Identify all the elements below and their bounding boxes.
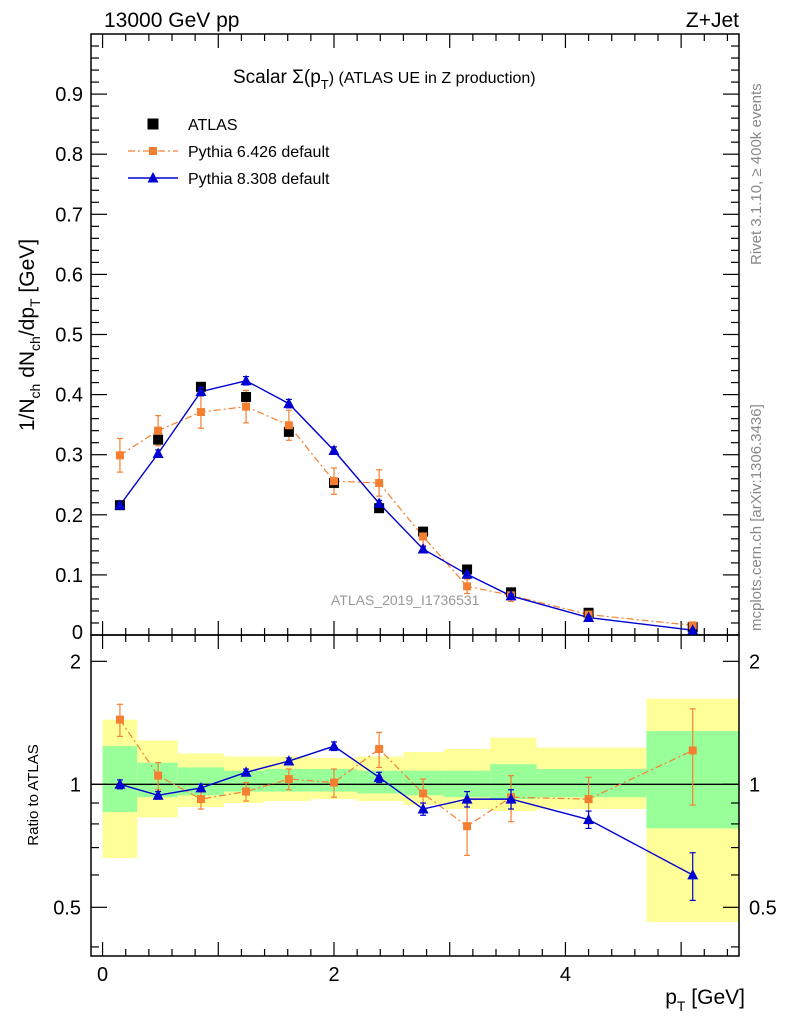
pythia6-ratio-line bbox=[119, 719, 693, 827]
analysis-watermark: ATLAS_2019_I1736531 bbox=[331, 592, 480, 608]
pythia8-ratio-line bbox=[119, 745, 694, 876]
legend-marker-pythia6 bbox=[149, 147, 157, 155]
y-tick-label-main: 0.8 bbox=[55, 144, 83, 166]
pythia6-ratio-point bbox=[115, 715, 124, 724]
y-axis-label-main: 1/Nch dNch/dpT [GeV] bbox=[16, 239, 43, 431]
main-panel-series bbox=[114, 374, 699, 635]
pythia8-line bbox=[119, 380, 693, 631]
y-axis-label-ratio: Ratio to ATLAS bbox=[25, 744, 42, 845]
pythia8-point bbox=[687, 624, 699, 635]
pythia8-ratio-point bbox=[283, 755, 295, 766]
x-tick-label: 4 bbox=[560, 964, 571, 986]
y-tick-label-main: 0.7 bbox=[55, 204, 83, 226]
pythia8-ratio-point bbox=[328, 740, 340, 751]
legend-label: ATLAS bbox=[188, 117, 238, 134]
pythia8-point bbox=[505, 589, 517, 601]
y-tick-label-main: 0.4 bbox=[55, 385, 83, 407]
y-tick-label-ratio: 0.5 bbox=[53, 897, 81, 919]
y-tick-label-main: 0.5 bbox=[55, 325, 83, 347]
pythia6-ratio-point bbox=[196, 795, 205, 804]
legend-marker-atlas bbox=[147, 118, 159, 130]
legend-label: Pythia 8.308 default bbox=[188, 171, 330, 188]
pythia6-point bbox=[375, 478, 384, 487]
ratio-band-inner bbox=[536, 769, 647, 798]
pythia8-ratio-point bbox=[417, 803, 429, 814]
chart-title-prefix: Scalar Σ(p bbox=[233, 67, 321, 88]
pythia6-point bbox=[154, 426, 163, 435]
x-tick-label: 2 bbox=[328, 964, 339, 986]
pythia8-point bbox=[152, 447, 164, 458]
pythia8-ratio-point bbox=[687, 869, 699, 880]
ratio-uncertainty-bands bbox=[91, 698, 739, 923]
axes: 0.1 0.2 0.3 0.4 0.5 0.6 0.7 0.8 0.9 0 0.5 0.5 1 1 2 2 0 2… bbox=[53, 34, 777, 986]
legend-marker-pythia8 bbox=[147, 172, 159, 183]
pythia6-ratio-point bbox=[419, 789, 428, 798]
pythia8-ratio-point bbox=[152, 789, 164, 800]
ratio-panel-series bbox=[114, 703, 699, 901]
y-tick-label-main: 0.9 bbox=[55, 84, 83, 106]
x-tick-label: 0 bbox=[97, 964, 108, 986]
pythia6-ratio-point bbox=[584, 795, 593, 804]
pythia8-point bbox=[583, 611, 595, 623]
y-tick-label-ratio: 2 bbox=[70, 651, 81, 673]
side-label-bottom: mcplots.cern.ch [arXiv:1306.3436] bbox=[748, 404, 765, 631]
pythia6-ratio-point bbox=[154, 771, 163, 780]
pythia6-ratio-point bbox=[375, 745, 384, 754]
y-tick-label-ratio-right: 2 bbox=[749, 651, 760, 673]
atlas-data-point bbox=[374, 503, 385, 514]
pythia6-ratio-point bbox=[242, 787, 251, 796]
pythia6-ratio-point bbox=[688, 746, 697, 755]
chart-title-suffix: ) (ATLAS UE in Z production) bbox=[329, 70, 536, 87]
pythia8-point bbox=[240, 374, 252, 386]
pythia6-ratio-point bbox=[463, 822, 472, 831]
pythia8-point bbox=[195, 385, 207, 397]
y-tick-label-ratio-right: 1 bbox=[749, 774, 760, 796]
header-left-label: 13000 GeV pp bbox=[104, 9, 239, 32]
pythia8-ratio-point bbox=[195, 781, 207, 793]
pythia6-point bbox=[196, 408, 205, 417]
atlas-data-point bbox=[283, 426, 294, 437]
pythia6-point bbox=[242, 402, 251, 411]
pythia8-ratio-point bbox=[583, 813, 595, 824]
pythia6-point bbox=[419, 532, 428, 541]
pythia6-point bbox=[284, 421, 293, 430]
y-tick-label-main-zero: 0 bbox=[72, 622, 83, 644]
y-tick-label-ratio: 1 bbox=[70, 774, 81, 796]
y-tick-label-main: 0.2 bbox=[55, 505, 83, 527]
pythia8-ratio-point bbox=[114, 778, 126, 789]
pythia6-point bbox=[115, 451, 124, 460]
pythia8-point bbox=[461, 568, 473, 579]
pythia8-ratio-point bbox=[505, 793, 517, 804]
y-tick-label-main: 0.6 bbox=[55, 264, 83, 286]
pythia6-point bbox=[463, 582, 472, 591]
pythia8-point bbox=[283, 397, 295, 409]
y-tick-label-main: 0.3 bbox=[55, 445, 83, 467]
x-axis-label: pT [GeV] bbox=[665, 986, 745, 1014]
atlas-data-point bbox=[241, 392, 252, 403]
pythia8-point bbox=[328, 444, 340, 455]
pythia8-point bbox=[114, 499, 126, 510]
header-right-label: Z+Jet bbox=[686, 9, 739, 32]
atlas-data-point bbox=[418, 526, 429, 537]
legend-label: Pythia 6.426 default bbox=[188, 144, 330, 161]
pythia8-ratio-point bbox=[240, 766, 252, 777]
y-tick-label-main: 0.1 bbox=[55, 565, 83, 587]
pythia6-line bbox=[119, 406, 693, 626]
pythia8-point bbox=[417, 543, 429, 554]
pythia8-point bbox=[373, 497, 385, 508]
pythia6-ratio-point bbox=[284, 775, 293, 784]
pythia8-ratio-point bbox=[461, 793, 473, 804]
pythia6-point bbox=[330, 477, 338, 486]
chart-title: Scalar Σ(pT) (ATLAS UE in Z production) bbox=[233, 67, 536, 92]
pythia6-ratio-point bbox=[330, 778, 338, 787]
side-label-top: Rivet 3.1.10, ≥ 400k events bbox=[748, 83, 765, 265]
atlas-data-point bbox=[153, 434, 164, 445]
ratio-panel-frame bbox=[90, 634, 740, 957]
chart-title-subscript: T bbox=[321, 77, 329, 92]
pythia8-ratio-point bbox=[373, 771, 385, 782]
legend: ATLAS Pythia 6.426 default Pythia 8.308 de… bbox=[128, 117, 330, 188]
y-tick-label-ratio-right: 0.5 bbox=[749, 897, 777, 919]
